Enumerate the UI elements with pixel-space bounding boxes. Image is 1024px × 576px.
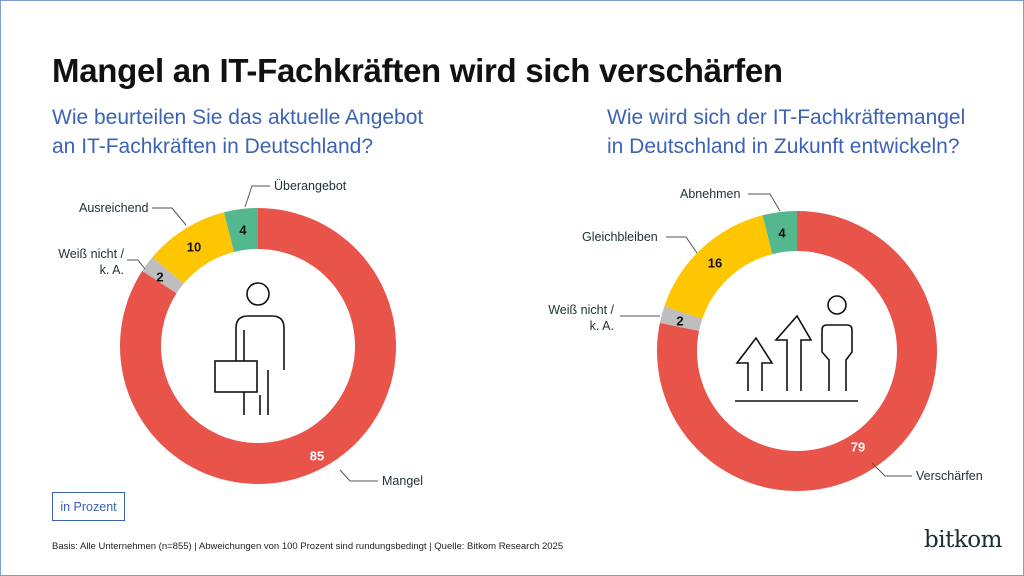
label-weiss-nicht-1-line-1: Weiß nicht / bbox=[58, 247, 124, 261]
chart-2-title: Wie wird sich der IT-Fachkräftemangel in… bbox=[607, 103, 965, 161]
value-verschaerfen: 79 bbox=[850, 439, 866, 455]
label-weiss-nicht-2-line-2: k. A. bbox=[589, 319, 614, 333]
label-mangel: Mangel bbox=[382, 474, 423, 488]
leader-line-verschaerfen bbox=[871, 462, 912, 477]
value-ausreichend: 10 bbox=[186, 239, 202, 255]
donut-slice-gleichbleiben bbox=[664, 215, 773, 319]
chart-1-title-line-2: an IT-Fachkräften in Deutschland? bbox=[52, 135, 374, 158]
donut-slice-ausreichend bbox=[152, 212, 235, 284]
donut-chart-1 bbox=[119, 208, 396, 485]
label-weiss-nicht-2: Weiß nicht / k. A. bbox=[540, 302, 614, 334]
value-weiss-nicht-1: 2 bbox=[156, 269, 164, 285]
label-gleichbleiben: Gleichbleiben bbox=[582, 230, 658, 244]
label-verschaerfen: Verschärfen bbox=[916, 469, 983, 483]
growth-arrows-person-icon bbox=[735, 295, 858, 402]
chart-2-title-line-2: in Deutschland in Zukunft entwickeln? bbox=[607, 135, 960, 158]
label-ausreichend: Ausreichend bbox=[79, 201, 149, 215]
value-mangel: 85 bbox=[309, 448, 325, 464]
donut-chart-2 bbox=[657, 211, 938, 492]
leader-line-weiss-nicht-1 bbox=[127, 259, 146, 270]
leader-line-ueberangebot bbox=[244, 185, 270, 208]
bitkom-logo: bitkom bbox=[924, 527, 1002, 553]
unit-badge: in Prozent bbox=[52, 492, 125, 521]
label-weiss-nicht-2-line-1: Weiß nicht / bbox=[548, 303, 614, 317]
label-weiss-nicht-1: Weiß nicht / k. A. bbox=[50, 246, 124, 278]
page-title: Mangel an IT-Fachkräften wird sich versc… bbox=[52, 52, 783, 89]
label-abnehmen: Abnehmen bbox=[680, 187, 741, 201]
leader-line-ausreichend bbox=[152, 207, 187, 226]
value-abnehmen: 4 bbox=[778, 225, 786, 241]
donut-slice-weiß-nicht-k-a bbox=[142, 257, 184, 294]
value-weiss-nicht-2: 2 bbox=[676, 313, 684, 329]
leader-line-mangel bbox=[339, 469, 378, 482]
donut-slice-mangel bbox=[119, 208, 396, 485]
value-ueberangebot: 4 bbox=[239, 222, 247, 238]
chart-1-title-line-1: Wie beurteilen Sie das aktuelle Angebot bbox=[52, 106, 424, 129]
value-gleichbleiben: 16 bbox=[707, 255, 723, 271]
leader-line-abnehmen bbox=[748, 193, 781, 212]
donut-slice-weiß-nicht-k-a bbox=[659, 306, 703, 331]
person-with-briefcase-icon bbox=[214, 282, 285, 415]
donut-slice-abnehmen bbox=[762, 211, 797, 255]
leader-line-gleichbleiben bbox=[666, 236, 698, 254]
label-weiss-nicht-1-line-2: k. A. bbox=[99, 263, 124, 277]
footnote: Basis: Alle Unternehmen (n=855) | Abweic… bbox=[52, 541, 564, 552]
donut-slice-überangebot bbox=[224, 208, 258, 252]
label-ueberangebot: Überangebot bbox=[274, 179, 347, 193]
chart-1-title: Wie beurteilen Sie das aktuelle Angebot … bbox=[52, 103, 423, 161]
chart-2-title-line-1: Wie wird sich der IT-Fachkräftemangel bbox=[607, 106, 966, 129]
